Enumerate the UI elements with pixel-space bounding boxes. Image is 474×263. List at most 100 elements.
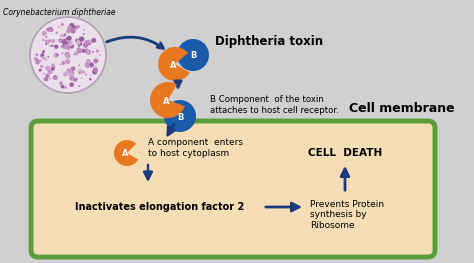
Circle shape bbox=[40, 53, 45, 58]
Circle shape bbox=[38, 60, 39, 62]
Circle shape bbox=[51, 67, 55, 71]
Circle shape bbox=[75, 38, 79, 43]
Circle shape bbox=[71, 67, 75, 70]
Circle shape bbox=[82, 71, 85, 73]
Circle shape bbox=[69, 75, 74, 81]
Circle shape bbox=[48, 45, 51, 47]
Circle shape bbox=[83, 29, 85, 31]
Circle shape bbox=[92, 69, 97, 74]
Circle shape bbox=[55, 32, 58, 34]
Circle shape bbox=[164, 100, 196, 132]
Circle shape bbox=[71, 67, 74, 71]
Circle shape bbox=[48, 69, 53, 74]
Circle shape bbox=[35, 60, 40, 64]
Circle shape bbox=[65, 59, 70, 64]
Circle shape bbox=[86, 59, 91, 64]
Circle shape bbox=[69, 50, 70, 51]
Circle shape bbox=[65, 42, 68, 45]
Circle shape bbox=[91, 64, 92, 65]
Circle shape bbox=[61, 23, 64, 26]
Circle shape bbox=[94, 73, 96, 75]
Circle shape bbox=[55, 45, 58, 48]
Circle shape bbox=[66, 36, 72, 41]
Circle shape bbox=[51, 39, 55, 43]
Circle shape bbox=[77, 25, 80, 28]
Text: B Component  of the toxin
attaches to host cell receptor.: B Component of the toxin attaches to hos… bbox=[210, 95, 339, 115]
Circle shape bbox=[78, 46, 80, 47]
Text: Cell membrane: Cell membrane bbox=[349, 102, 455, 114]
Circle shape bbox=[61, 85, 64, 89]
Text: Inactivates elongation factor 2: Inactivates elongation factor 2 bbox=[75, 202, 244, 212]
Circle shape bbox=[62, 62, 64, 65]
Circle shape bbox=[44, 77, 48, 82]
Circle shape bbox=[68, 42, 73, 47]
Circle shape bbox=[85, 62, 89, 67]
Circle shape bbox=[84, 40, 89, 44]
Circle shape bbox=[72, 41, 73, 42]
Circle shape bbox=[82, 50, 84, 53]
Text: B: B bbox=[190, 50, 196, 59]
Circle shape bbox=[84, 49, 87, 52]
Circle shape bbox=[74, 51, 78, 56]
Circle shape bbox=[73, 54, 74, 55]
Text: Corynebacterium diphtheriae: Corynebacterium diphtheriae bbox=[3, 8, 116, 17]
Circle shape bbox=[63, 46, 65, 48]
Circle shape bbox=[79, 72, 80, 74]
Circle shape bbox=[67, 70, 72, 75]
Circle shape bbox=[64, 45, 67, 49]
Circle shape bbox=[76, 78, 78, 80]
Circle shape bbox=[85, 74, 87, 75]
Circle shape bbox=[63, 72, 67, 76]
Circle shape bbox=[71, 71, 74, 75]
Circle shape bbox=[96, 59, 98, 62]
Circle shape bbox=[59, 82, 63, 85]
Circle shape bbox=[91, 38, 96, 43]
Circle shape bbox=[60, 34, 64, 38]
Circle shape bbox=[92, 51, 94, 53]
Circle shape bbox=[81, 77, 82, 79]
Wedge shape bbox=[114, 140, 138, 166]
Circle shape bbox=[55, 53, 59, 57]
Circle shape bbox=[89, 41, 91, 43]
Circle shape bbox=[78, 69, 83, 74]
Circle shape bbox=[86, 40, 91, 45]
Circle shape bbox=[67, 40, 72, 45]
Circle shape bbox=[64, 44, 69, 49]
Circle shape bbox=[70, 26, 74, 31]
Circle shape bbox=[51, 64, 55, 68]
Circle shape bbox=[89, 78, 91, 80]
Circle shape bbox=[36, 59, 40, 63]
Circle shape bbox=[50, 78, 51, 79]
Circle shape bbox=[45, 40, 50, 44]
Circle shape bbox=[51, 44, 54, 47]
Circle shape bbox=[61, 60, 65, 64]
Circle shape bbox=[76, 40, 81, 45]
Circle shape bbox=[99, 54, 101, 56]
Circle shape bbox=[79, 36, 84, 42]
Circle shape bbox=[34, 57, 37, 61]
Circle shape bbox=[67, 47, 70, 50]
Circle shape bbox=[58, 39, 63, 43]
Circle shape bbox=[93, 58, 98, 63]
Circle shape bbox=[82, 49, 86, 53]
Wedge shape bbox=[158, 47, 190, 81]
Circle shape bbox=[41, 56, 45, 59]
Circle shape bbox=[46, 28, 49, 31]
Circle shape bbox=[46, 66, 50, 71]
Circle shape bbox=[77, 48, 82, 53]
Circle shape bbox=[62, 39, 67, 44]
Circle shape bbox=[90, 62, 93, 66]
Circle shape bbox=[83, 42, 88, 48]
Circle shape bbox=[42, 31, 47, 36]
Circle shape bbox=[66, 69, 72, 74]
Circle shape bbox=[42, 39, 45, 41]
Circle shape bbox=[78, 85, 80, 87]
Circle shape bbox=[47, 28, 52, 32]
Circle shape bbox=[45, 43, 47, 45]
Circle shape bbox=[64, 52, 70, 57]
Circle shape bbox=[64, 71, 69, 76]
Circle shape bbox=[95, 65, 97, 66]
Circle shape bbox=[45, 39, 46, 41]
Circle shape bbox=[89, 39, 91, 43]
Text: A component  enters
to host cytoplasm: A component enters to host cytoplasm bbox=[148, 138, 243, 158]
